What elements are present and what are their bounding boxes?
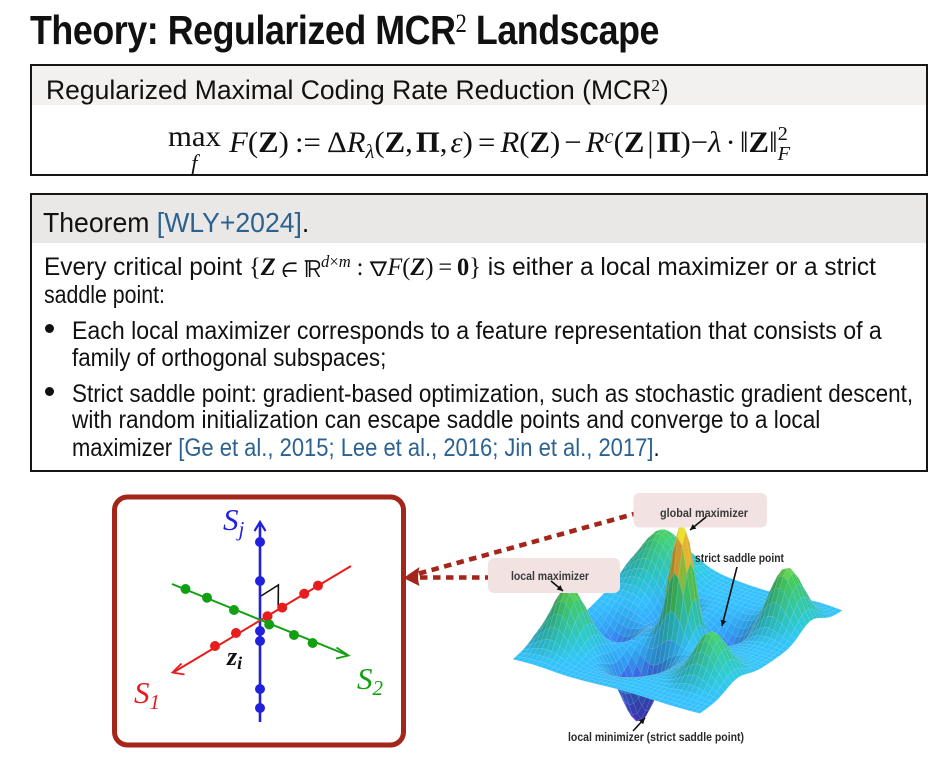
svg-text:global maximizer: global maximizer <box>660 508 748 520</box>
svg-text:local minimizer (strict saddle: local minimizer (strict saddle point) <box>568 732 744 744</box>
svg-text:S1: S1 <box>134 675 160 714</box>
svg-text:zi: zi <box>226 642 242 673</box>
svg-text:strict saddle point: strict saddle point <box>695 553 784 565</box>
svg-text:local maximizer: local maximizer <box>511 571 589 583</box>
svg-text:Sj: Sj <box>223 502 245 541</box>
svg-text:S2: S2 <box>357 661 384 700</box>
